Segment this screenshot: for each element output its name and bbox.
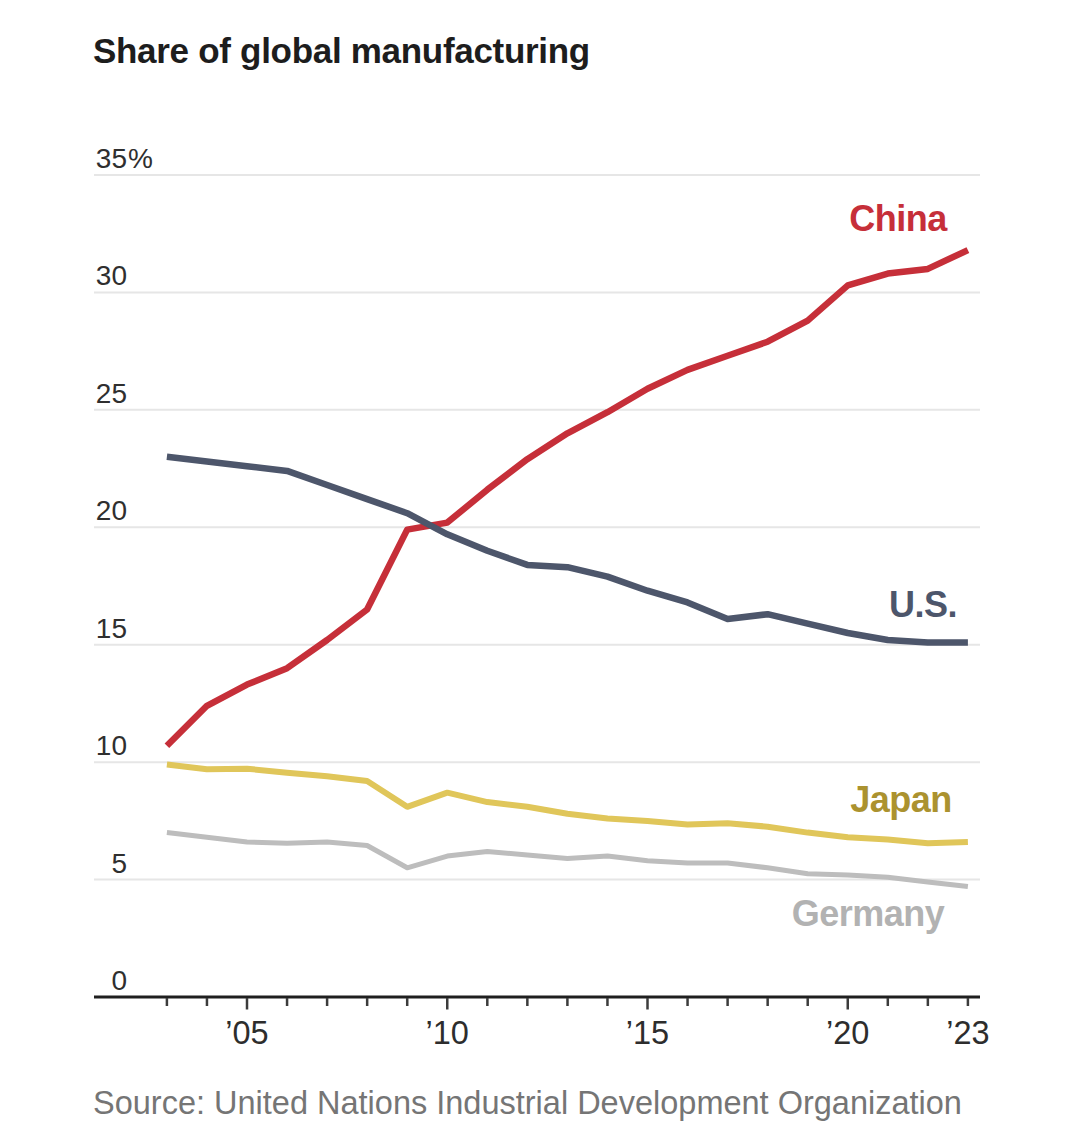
series-lines (167, 250, 968, 887)
y-axis-label: 5 (111, 848, 127, 879)
series-label-germany: Germany (792, 893, 945, 934)
y-axis-label: 0 (111, 965, 127, 996)
x-axis-label: ’05 (225, 1015, 268, 1051)
series-label-china: China (849, 198, 948, 239)
chart-title: Share of global manufacturing (93, 31, 590, 70)
source-note: Source: United Nations Industrial Develo… (93, 1085, 962, 1121)
series-label-japan: Japan (850, 779, 952, 820)
x-axis-label: ’15 (626, 1015, 669, 1051)
y-axis-label-suffix: % (128, 143, 153, 174)
x-axis-label: ’20 (826, 1015, 869, 1051)
series-line-us (167, 457, 968, 643)
series-label-us: U.S. (889, 584, 957, 625)
gridlines (94, 175, 980, 880)
series-line-china (167, 250, 968, 746)
y-axis-label: 20 (96, 495, 127, 526)
series-line-japan (167, 765, 968, 844)
chart-container: Share of global manufacturing 0 5 10 15 20 25… (0, 0, 1080, 1143)
x-axis-label: ’23 (946, 1015, 989, 1051)
y-axis-label: 15 (96, 613, 127, 644)
series-line-germany (167, 833, 968, 887)
y-axis-labels: 0 5 10 15 20 25 30 35% (96, 143, 153, 996)
series-labels: China U.S. Japan Germany (792, 198, 957, 934)
y-axis-label: 30 (96, 260, 127, 291)
line-chart: Share of global manufacturing 0 5 10 15 20 25… (0, 0, 1080, 1143)
x-axis: ’05 ’10 ’15 ’20 ’23 (94, 997, 990, 1051)
y-axis-label: 10 (96, 730, 127, 761)
y-axis-label: 35 (96, 143, 127, 174)
x-axis-label: ’10 (426, 1015, 469, 1051)
y-axis-label: 25 (96, 378, 127, 409)
